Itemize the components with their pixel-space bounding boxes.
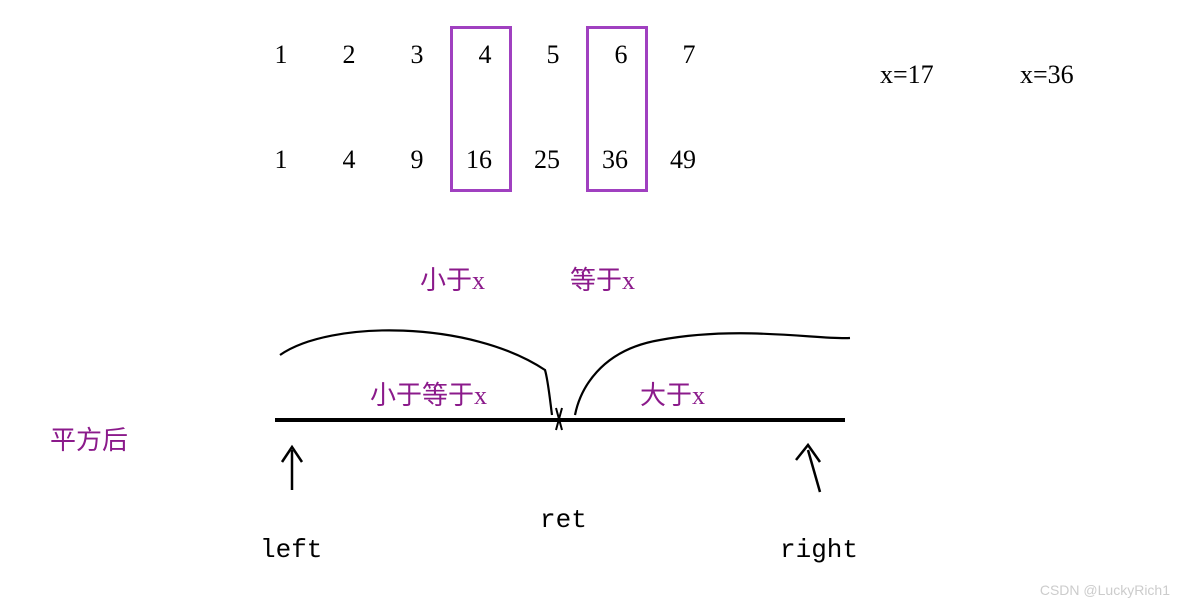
ret-tick xyxy=(556,408,562,430)
label-lte-x: 小于等于x xyxy=(370,375,487,412)
label-gt-x: 大于x xyxy=(640,375,705,412)
label-ret: ret xyxy=(540,505,587,535)
row2-cell-1: 4 xyxy=(324,145,374,175)
equation-1: x=36 xyxy=(1020,60,1074,90)
highlight-box-1 xyxy=(586,26,648,192)
row2-cell-0: 1 xyxy=(256,145,306,175)
left-arrow-icon xyxy=(282,447,302,490)
row2-cell-2: 9 xyxy=(392,145,442,175)
label-less-than-x: 小于x xyxy=(420,260,485,297)
highlight-box-0 xyxy=(450,26,512,192)
label-equal-x: 等于x xyxy=(570,260,635,297)
equation-0: x=17 xyxy=(880,60,934,90)
label-after-square: 平方后 xyxy=(50,420,128,457)
row1-cell-6: 7 xyxy=(664,40,714,70)
watermark: CSDN @LuckyRich1 xyxy=(1040,582,1170,598)
row2-cell-4: 25 xyxy=(522,145,572,175)
row1-cell-2: 3 xyxy=(392,40,442,70)
row2-cell-6: 49 xyxy=(658,145,708,175)
row1-cell-1: 2 xyxy=(324,40,374,70)
label-left: left xyxy=(260,535,322,565)
row1-cell-0: 1 xyxy=(256,40,306,70)
row1-cell-4: 5 xyxy=(528,40,578,70)
label-right: right xyxy=(780,535,858,565)
curve-right xyxy=(575,333,850,415)
right-arrow-icon xyxy=(796,445,820,492)
